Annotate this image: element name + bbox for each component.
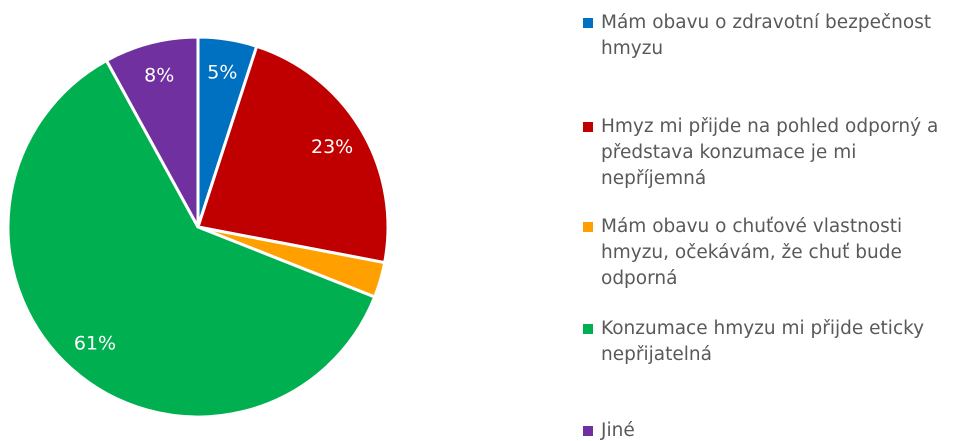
legend-swatch [583, 122, 593, 132]
legend-item: Konzumace hmyzu mi přijde eticky nepřija… [583, 316, 948, 368]
data-label: 61% [74, 332, 116, 354]
legend-swatch [583, 222, 593, 232]
legend-label: Hmyz mi přijde na pohled odporný a předs… [601, 116, 939, 189]
legend-swatch [583, 324, 593, 334]
data-label: 5% [207, 62, 237, 84]
legend-item: Mám obavu o zdravotní bezpečnost hmyzu [583, 10, 948, 62]
legend-item: Mám obavu o chuťové vlastnosti hmyzu, oč… [583, 214, 948, 292]
data-label: 23% [311, 136, 353, 158]
legend-item: Hmyz mi přijde na pohled odporný a předs… [583, 114, 948, 192]
legend-swatch [583, 426, 593, 436]
legend-label: Mám obavu o chuťové vlastnosti hmyzu, oč… [601, 216, 903, 289]
legend-item: Jiné [583, 418, 948, 441]
legend-label: Konzumace hmyzu mi přijde eticky nepřija… [601, 318, 925, 365]
data-label: 8% [144, 65, 174, 87]
legend-label: Mám obavu o zdravotní bezpečnost hmyzu [601, 12, 932, 59]
legend-label: Jiné [601, 420, 635, 441]
legend-swatch [583, 18, 593, 28]
pie-slice [104, 35, 200, 228]
pie-slice [6, 58, 377, 419]
pie-slice [196, 44, 390, 265]
